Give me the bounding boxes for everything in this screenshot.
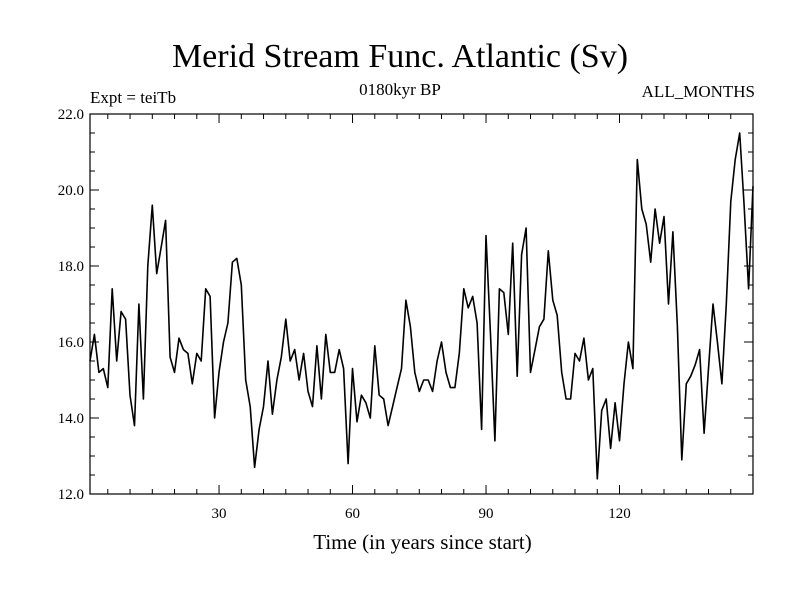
- y-tick-label: 12.0: [58, 487, 84, 503]
- y-tick-label: 20.0: [58, 183, 84, 199]
- experiment-label: Expt = teiTb: [90, 88, 177, 107]
- x-axis-label: Time (in years since start): [313, 530, 532, 554]
- period-label: 0180kyr BP: [359, 80, 441, 99]
- y-tick-label: 22.0: [58, 107, 84, 123]
- series-line: [89, 132, 754, 480]
- y-tick-label: 16.0: [58, 335, 84, 351]
- x-tick-label: 90: [479, 506, 494, 522]
- x-tick-label: 120: [608, 506, 631, 522]
- y-tick-label: 14.0: [58, 411, 84, 427]
- plot-frame: [89, 113, 754, 495]
- chart-title: Merid Stream Func. Atlantic (Sv): [171, 38, 629, 75]
- y-tick-label: 18.0: [58, 259, 84, 275]
- months-label: ALL_MONTHS: [641, 82, 755, 101]
- x-tick-label: 60: [345, 506, 360, 522]
- x-tick-label: 30: [212, 506, 227, 522]
